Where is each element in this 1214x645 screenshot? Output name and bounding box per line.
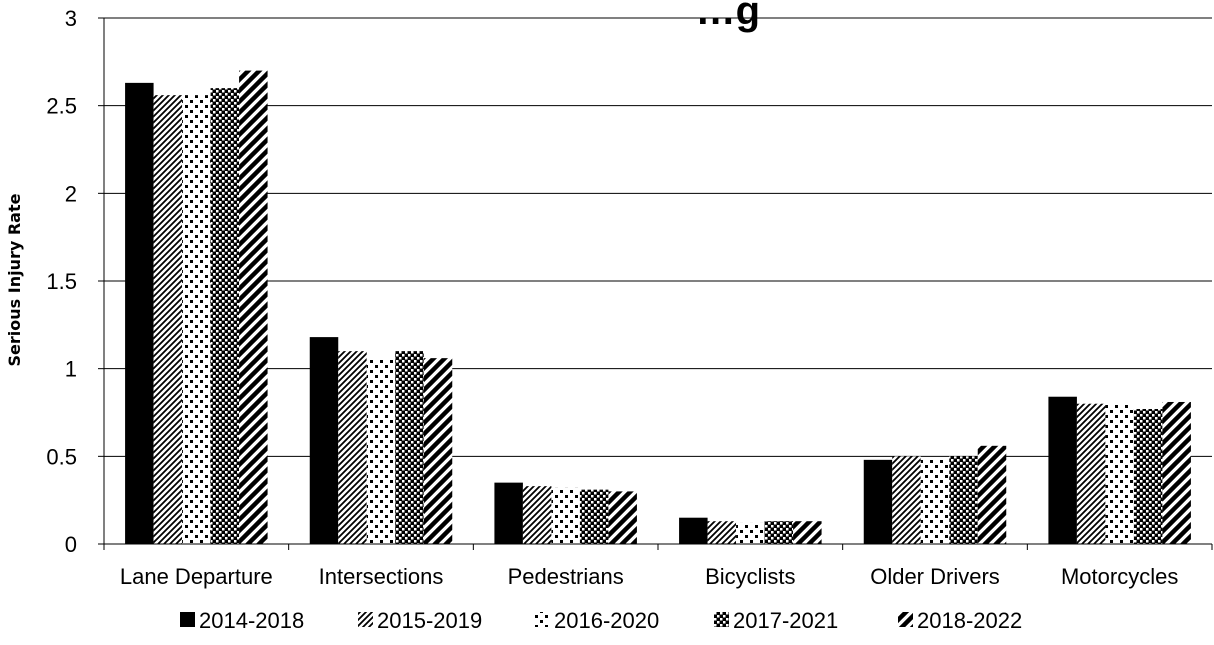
bar-2015-2019-motorcycles [1076,403,1106,544]
y-tick-label: 2.5 [46,94,77,119]
legend-label: 2016-2020 [554,608,659,633]
bar-2014-2018-motorcycles [1048,396,1077,544]
y-axis-label: Serious Injury Rate [5,193,24,366]
bar-2016-2020-bicyclists [736,522,765,544]
axes [98,17,1213,550]
legend-label: 2017-2021 [733,608,838,633]
x-category-label: Bicyclists [705,564,795,589]
bar-2018-2022-intersections [423,358,453,544]
legend-swatch-2017-2021 [714,612,729,627]
y-tick-labels: 0 0.5 1 1.5 2 2.5 3 [46,6,77,557]
x-category-labels: Lane Departure Intersections Pedestrians Bi… [120,564,1178,589]
bar-2015-2019-lane-departure [153,95,183,544]
bar-2016-2020-pedestrians [551,487,580,544]
y-tick-label: 0 [65,532,77,557]
bar-2016-2020-intersections [366,358,396,544]
x-category-label: Lane Departure [120,564,273,589]
bar-2017-2021-pedestrians [579,489,609,544]
bar-2017-2021-lane-departure [210,88,240,544]
bar-2017-2021-bicyclists [764,521,794,544]
legend-swatch-2016-2020 [535,612,550,627]
bar-2016-2020-older-drivers [920,458,950,544]
x-category-label: Intersections [319,564,444,589]
x-category-label: Pedestrians [508,564,624,589]
legend-label: 2018-2022 [917,608,1022,633]
bar-2018-2022-bicyclists [793,521,822,544]
bar-2018-2022-pedestrians [608,491,637,544]
legend-label: 2014-2018 [199,608,304,633]
bar-2014-2018-older-drivers [863,459,893,544]
legend-swatch-2018-2022 [898,612,913,627]
bar-2018-2022-motorcycles [1162,401,1191,544]
y-tick-label: 0.5 [46,444,77,469]
bar-2016-2020-lane-departure [182,95,211,544]
legend-label: 2015-2019 [377,608,482,633]
bar-2017-2021-older-drivers [949,456,978,544]
bar-2017-2021-intersections [395,351,424,544]
bar-2018-2022-lane-departure [239,70,268,544]
chart-title: …g [696,0,760,33]
bar-2015-2019-bicyclists [707,521,737,544]
legend-swatch-2015-2019 [358,612,373,627]
y-tick-label: 1 [65,357,77,382]
gridlines [104,17,1212,457]
bars [125,70,1191,544]
legend-swatch-2014-2018 [180,612,195,627]
bar-2014-2018-lane-departure [125,82,154,544]
x-category-label: Older Drivers [870,564,1000,589]
bar-2017-2021-motorcycles [1133,408,1163,544]
bar-2014-2018-bicyclists [679,517,708,544]
bar-2014-2018-intersections [309,337,339,544]
y-tick-label: 2 [65,181,77,206]
x-category-label: Motorcycles [1061,564,1178,589]
bar-2014-2018-pedestrians [494,482,523,544]
y-tick-label: 3 [65,6,77,31]
legend: 2014-2018 2015-2019 2016-2020 2017-2021 2018… [180,608,1022,633]
bar-2015-2019-pedestrians [522,486,552,544]
bar-2015-2019-older-drivers [892,456,921,544]
bar-2015-2019-intersections [338,351,367,544]
bar-2018-2022-older-drivers [977,445,1007,544]
y-tick-label: 1.5 [46,269,77,294]
bar-2016-2020-motorcycles [1105,403,1134,544]
